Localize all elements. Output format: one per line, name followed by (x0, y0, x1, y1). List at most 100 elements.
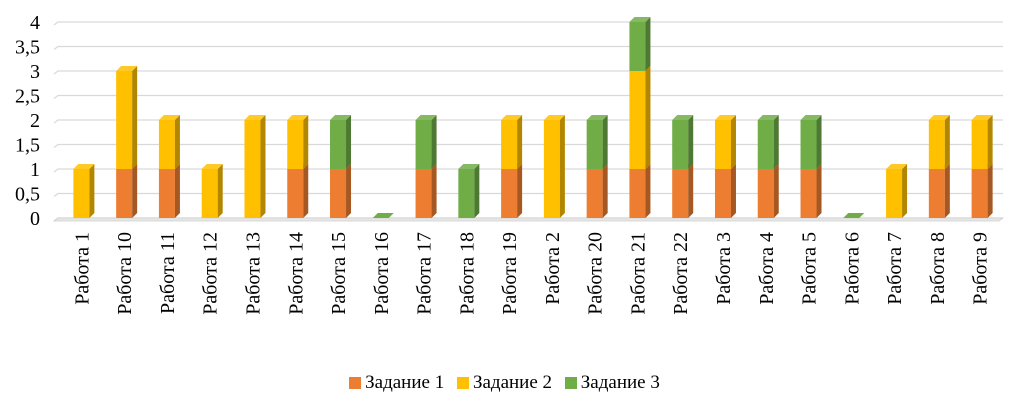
bar-segment (330, 164, 352, 218)
x-tick-label: Работа 11 (157, 232, 179, 314)
legend-label-series-3: Задание 3 (580, 372, 660, 393)
y-tick-label: 1,5 (15, 135, 40, 157)
bar-front (415, 120, 432, 169)
bar-front (330, 169, 347, 218)
bar-top (73, 164, 95, 169)
bar-segment (287, 115, 309, 169)
bar-front (501, 120, 518, 169)
bar-side (645, 17, 651, 71)
bar-top (629, 17, 651, 22)
y-tick-label: 2,5 (15, 86, 40, 108)
y-tick-label: 4 (30, 12, 40, 34)
bar-segment (629, 66, 651, 169)
bar-segment (501, 115, 523, 169)
bar-segment (886, 164, 908, 218)
y-tick-label: 1 (30, 159, 40, 181)
bar-front (629, 169, 646, 218)
bar-top (116, 66, 138, 71)
bar-side (688, 115, 694, 169)
y-tick-label: 0 (30, 208, 40, 230)
bar-segment (714, 115, 736, 169)
bar-side (773, 115, 779, 169)
bar-side (517, 164, 523, 218)
bar-segment (586, 115, 608, 169)
bar-top (672, 115, 694, 120)
gridline (53, 192, 1003, 197)
bar-top (928, 115, 950, 120)
bar-front (330, 120, 347, 169)
bar-front (757, 169, 774, 218)
gridline (53, 119, 1003, 124)
bar-front (971, 120, 988, 169)
y-tick-label: 3,5 (15, 37, 40, 59)
x-tick-label: Работа 15 (328, 232, 350, 315)
bar-top (201, 164, 223, 169)
bar-side (730, 164, 736, 218)
bar-segment (73, 164, 95, 218)
x-tick-label: Работа 7 (884, 232, 906, 305)
bar-top (244, 115, 266, 120)
x-tick-label: Работа 20 (585, 232, 607, 315)
bar-side (944, 164, 950, 218)
bar-front (201, 169, 218, 218)
legend-item-series-2: Задание 2 (456, 372, 553, 394)
bar-front (244, 120, 261, 218)
gridline (53, 143, 1003, 148)
legend-label-series-2: Задание 2 (472, 372, 553, 393)
legend-swatch-series-3 (564, 377, 577, 389)
bar-segment (800, 164, 822, 218)
bar-front (629, 22, 646, 71)
bar-segment (757, 164, 779, 218)
bar-front (586, 169, 603, 218)
bar-top (714, 115, 736, 120)
bar-front (586, 120, 603, 169)
bar-side (174, 164, 180, 218)
bar-segment (757, 115, 779, 169)
bar-zero-cap (372, 213, 394, 218)
bar-front (116, 71, 133, 169)
bar-side (132, 66, 138, 169)
bar-top (458, 164, 480, 169)
bar-top (886, 164, 908, 169)
bar-front (158, 169, 175, 218)
bar-segment (158, 115, 180, 169)
bar-side (346, 115, 352, 169)
x-tick-label: Работа 9 (970, 232, 992, 305)
bar-front (415, 169, 432, 218)
x-tick-label: Работа 6 (841, 232, 863, 305)
bar-segment (116, 164, 138, 218)
bar-front (73, 169, 90, 218)
bar-segment (629, 164, 651, 218)
bar-front (757, 120, 774, 169)
gridline (53, 94, 1003, 99)
bar-segment (116, 66, 138, 169)
x-tick-label: Работа 14 (285, 232, 307, 315)
bar-segment (800, 115, 822, 169)
x-tick-label: Работа 22 (670, 232, 692, 315)
bar-side (303, 164, 309, 218)
bar-segment (287, 164, 309, 218)
bar-front (629, 71, 646, 169)
bar-side (773, 164, 779, 218)
bar-side (217, 164, 223, 218)
x-tick-label: Работа 13 (242, 232, 264, 315)
bar-segment (928, 115, 950, 169)
bar-segment (971, 115, 993, 169)
x-tick-label: Работа 17 (414, 232, 436, 315)
bar-front (928, 120, 945, 169)
bar-zero-cap (843, 213, 865, 218)
bar-side (816, 115, 822, 169)
x-tick-label: Работа 2 (542, 232, 564, 305)
bar-top (543, 115, 565, 120)
bar-side (174, 115, 180, 169)
bar-segment (586, 164, 608, 218)
bar-top (586, 115, 608, 120)
bar-side (816, 164, 822, 218)
gridline (53, 21, 1003, 26)
bar-front (287, 120, 304, 169)
bar-segment (928, 164, 950, 218)
bar-front (886, 169, 903, 218)
bar-segment (244, 115, 266, 218)
bar-side (602, 164, 608, 218)
